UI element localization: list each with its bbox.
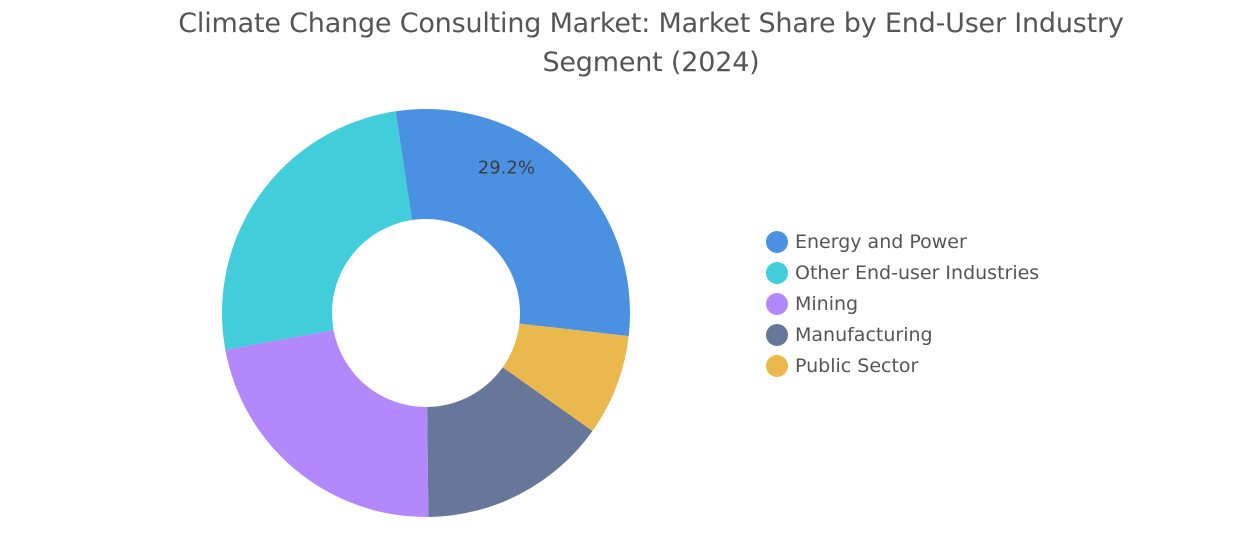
legend-swatch xyxy=(766,230,788,253)
legend-item-public-sector[interactable]: Public Sector xyxy=(766,350,1039,381)
legend-label: Public Sector xyxy=(795,354,919,377)
donut-slices xyxy=(222,109,630,517)
legend-item-mining[interactable]: Mining xyxy=(766,288,1039,319)
chart-title-line-2: Segment (2024) xyxy=(542,47,760,78)
legend-swatch xyxy=(766,292,788,315)
legend-label: Other End-user Industries xyxy=(795,261,1040,284)
data-label-energy-and-power: 29.2% xyxy=(478,158,535,179)
donut-slice-energy-and-power[interactable] xyxy=(395,109,630,337)
donut-slice-mining[interactable] xyxy=(225,329,429,517)
donut-data-labels: 29.2% xyxy=(478,158,535,179)
chart-title-line-1: Climate Change Consulting Market: Market… xyxy=(178,8,1124,39)
chart-legend: Energy and Power Other End-user Industrie… xyxy=(766,226,1039,381)
legend-swatch xyxy=(766,323,788,346)
legend-label: Mining xyxy=(795,292,859,315)
donut-slice-manufacturing[interactable] xyxy=(427,367,593,517)
chart-title: Climate Change Consulting Market: Market… xyxy=(0,4,1243,82)
legend-label: Manufacturing xyxy=(795,323,933,346)
donut-slice-other-end-user-industries[interactable] xyxy=(222,111,412,350)
legend-item-energy-and-power[interactable]: Energy and Power xyxy=(766,226,1039,257)
legend-swatch xyxy=(766,354,788,377)
legend-item-manufacturing[interactable]: Manufacturing xyxy=(766,319,1039,350)
legend-label: Energy and Power xyxy=(795,230,967,253)
legend-swatch xyxy=(766,261,788,284)
legend-item-other-end-user-industries[interactable]: Other End-user Industries xyxy=(766,257,1039,288)
donut-slice-public-sector[interactable] xyxy=(502,323,629,431)
